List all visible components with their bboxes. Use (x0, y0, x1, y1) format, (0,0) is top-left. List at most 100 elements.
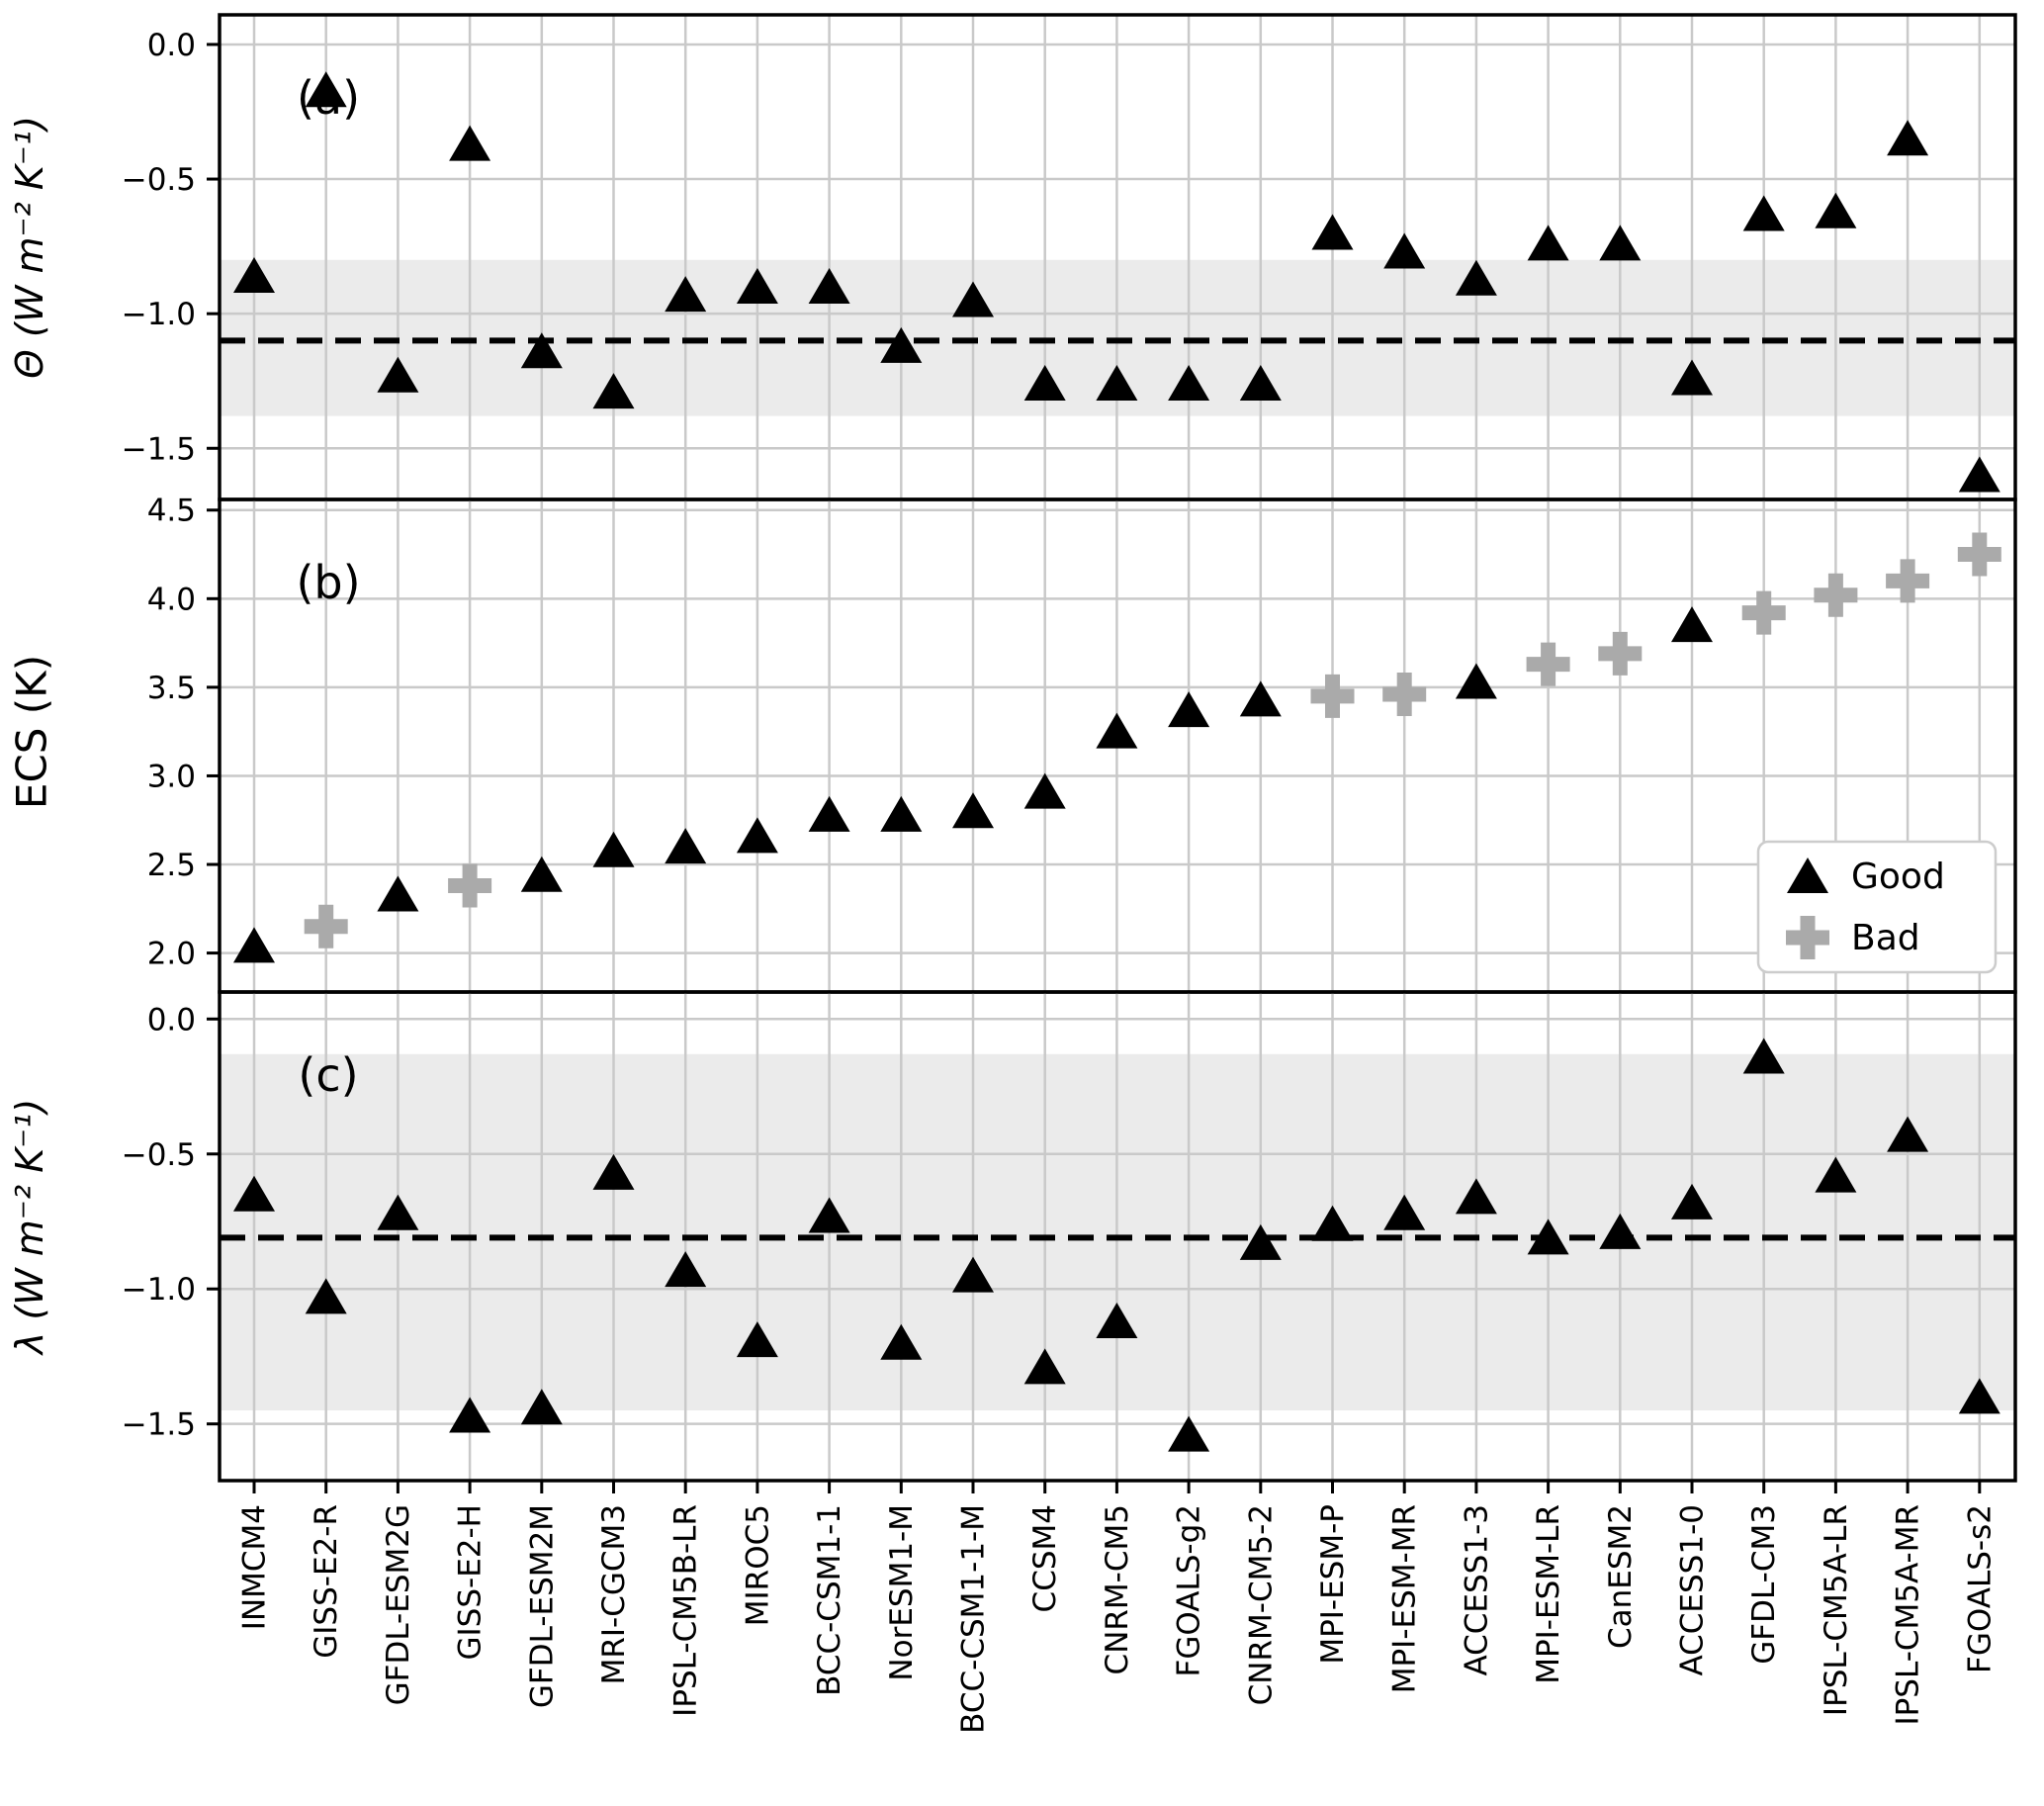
x-tick-label-MPI-ESM-P: MPI-ESM-P (1315, 1504, 1351, 1665)
point-c-FGOALS-g2 (1168, 1415, 1210, 1452)
point-c-ACCESS1-0 (1671, 1183, 1713, 1219)
y-tick-label: −1.5 (122, 1407, 196, 1443)
point-c-MRI-CGCM3 (592, 1153, 635, 1190)
x-tick-label-FGOALS-s2: FGOALS-s2 (1962, 1504, 1998, 1673)
point-b-MPI-ESM-LR (1526, 642, 1570, 686)
point-c-CanESM2 (1599, 1213, 1642, 1249)
point-a-GISS-E2-R (305, 71, 347, 108)
point-b-MPI-ESM-MR (1382, 673, 1427, 717)
y-tick-label: 0.0 (147, 28, 196, 63)
panel-tag-a: (a) (297, 71, 360, 125)
panel-b: 4.5 4.0 3.5 3.0 2.5 2.0 (b) (147, 494, 2017, 994)
point-c-IPSL-CM5A-MR (1887, 1116, 1929, 1152)
x-tick-label-GFDL-ESM2M: GFDL-ESM2M (524, 1504, 560, 1708)
point-a-IPSL-CM5B-LR (665, 276, 707, 313)
point-c-GFDL-ESM2G (377, 1194, 419, 1230)
point-c-CNRM-CM5-2 (1239, 1223, 1282, 1260)
panel-c: 0.0 −0.5 −1.0 −1.5 (c) (122, 990, 2017, 1483)
point-b-IPSL-CM5B-LR (665, 828, 707, 864)
panel-tag-b: (b) (296, 556, 360, 609)
point-b-INMCM4 (233, 927, 275, 963)
point-a-MPI-ESM-MR (1383, 232, 1426, 269)
point-a-FGOALS-s2 (1958, 456, 2000, 493)
point-c-GISS-E2-R (305, 1278, 347, 1314)
x-tick-label-NorESM1-M: NorESM1-M (884, 1504, 920, 1681)
point-b-GFDL-ESM2M (520, 856, 563, 892)
point-a-IPSL-CM5A-LR (1815, 192, 1857, 228)
point-c-NorESM1-M (880, 1323, 923, 1360)
y-tick-label: 4.0 (147, 582, 196, 617)
point-b-MIROC5 (736, 817, 778, 854)
point-b-FGOALS-g2 (1168, 691, 1210, 728)
point-b-ACCESS1-3 (1455, 663, 1497, 699)
point-b-GISS-E2-R (304, 904, 348, 948)
point-c-MPI-ESM-MR (1383, 1194, 1426, 1230)
x-tick-label-ACCESS1-3: ACCESS1-3 (1459, 1504, 1494, 1676)
y-tick-label: 4.5 (147, 494, 196, 529)
point-b-IPSL-CM5A-LR (1814, 573, 1858, 617)
x-tick-label-CNRM-CM5-2: CNRM-CM5-2 (1243, 1504, 1279, 1705)
point-a-CanESM2 (1599, 225, 1642, 261)
x-tick-label-BCC-CSM1-1-M: BCC-CSM1-1-M (956, 1504, 992, 1734)
point-b-CNRM-CM5-2 (1239, 680, 1282, 717)
legend-bad-label: Bad (1851, 918, 1920, 958)
x-tick-label-IPSL-CM5B-LR: IPSL-CM5B-LR (668, 1504, 704, 1717)
legend-bad-marker (1786, 916, 1829, 959)
point-c-INMCM4 (233, 1175, 275, 1212)
point-c-IPSL-CM5A-LR (1815, 1156, 1857, 1193)
x-tick-label-FGOALS-g2: FGOALS-g2 (1172, 1504, 1207, 1676)
x-tick-label-GISS-E2-H: GISS-E2-H (453, 1504, 489, 1661)
point-c-IPSL-CM5B-LR (665, 1251, 707, 1288)
point-c-BCC-CSM1-1 (808, 1197, 850, 1233)
x-tick-label-BCC-CSM1-1: BCC-CSM1-1 (812, 1504, 847, 1696)
y-tick-label: 3.0 (147, 759, 196, 794)
x-tick-label-MRI-CGCM3: MRI-CGCM3 (596, 1504, 632, 1684)
point-c-MPI-ESM-P (1311, 1205, 1354, 1241)
x-tick-label-MPI-ESM-LR: MPI-ESM-LR (1531, 1504, 1566, 1684)
y-axis-label-a: Θ (W m⁻² K⁻¹) (8, 116, 51, 379)
x-tick-label-IPSL-CM5A-LR: IPSL-CM5A-LR (1819, 1504, 1854, 1716)
point-a-BCC-CSM1-1-M (952, 281, 994, 317)
point-b-CanESM2 (1598, 631, 1643, 676)
legend-good-label: Good (1851, 857, 1945, 897)
point-c-GFDL-CM3 (1742, 1038, 1785, 1074)
point-c-MPI-ESM-LR (1527, 1219, 1569, 1255)
point-b-CCSM4 (1023, 772, 1066, 809)
point-a-MPI-ESM-P (1311, 214, 1354, 250)
point-b-GFDL-CM3 (1741, 590, 1786, 635)
point-a-MPI-ESM-LR (1527, 225, 1569, 261)
x-tick-label-ACCESS1-0: ACCESS1-0 (1675, 1504, 1711, 1676)
point-b-BCC-CSM1-1-M (952, 792, 994, 829)
point-b-FGOALS-s2 (1957, 532, 2001, 577)
point-b-CNRM-CM5 (1096, 712, 1138, 749)
point-b-GFDL-ESM2G (377, 875, 419, 912)
point-a-IPSL-CM5A-MR (1887, 120, 1929, 156)
point-b-BCC-CSM1-1 (808, 795, 850, 832)
point-b-GISS-E2-H (448, 863, 492, 908)
y-tick-label: −1.0 (122, 297, 196, 332)
x-tick-label-INMCM4: INMCM4 (237, 1504, 273, 1630)
y-tick-label: 0.0 (147, 1002, 196, 1038)
point-c-ACCESS1-3 (1455, 1178, 1497, 1215)
point-c-GFDL-ESM2M (520, 1389, 563, 1425)
x-tick-label-MPI-ESM-MR: MPI-ESM-MR (1387, 1504, 1423, 1693)
panel-a: 0.0 −0.5 −1.0 −1.5 (a) (122, 13, 2017, 501)
point-b-ACCESS1-0 (1671, 606, 1713, 643)
y-tick-label: −0.5 (122, 162, 196, 198)
point-a-BCC-CSM1-1 (808, 267, 850, 304)
point-a-ACCESS1-0 (1671, 359, 1713, 396)
point-a-GFDL-CM3 (1742, 195, 1785, 231)
point-c-FGOALS-s2 (1958, 1378, 2000, 1414)
x-tick-label-GFDL-CM3: GFDL-CM3 (1746, 1504, 1782, 1665)
point-a-MRI-CGCM3 (592, 373, 635, 409)
y-tick-label: −0.5 (122, 1137, 196, 1173)
point-a-GFDL-ESM2M (520, 332, 563, 369)
point-a-CNRM-CM5 (1096, 364, 1138, 401)
point-b-MRI-CGCM3 (592, 831, 635, 867)
point-a-CCSM4 (1023, 364, 1066, 401)
point-a-MIROC5 (736, 267, 778, 304)
point-b-MPI-ESM-P (1310, 674, 1355, 718)
point-b-NorESM1-M (880, 795, 923, 832)
